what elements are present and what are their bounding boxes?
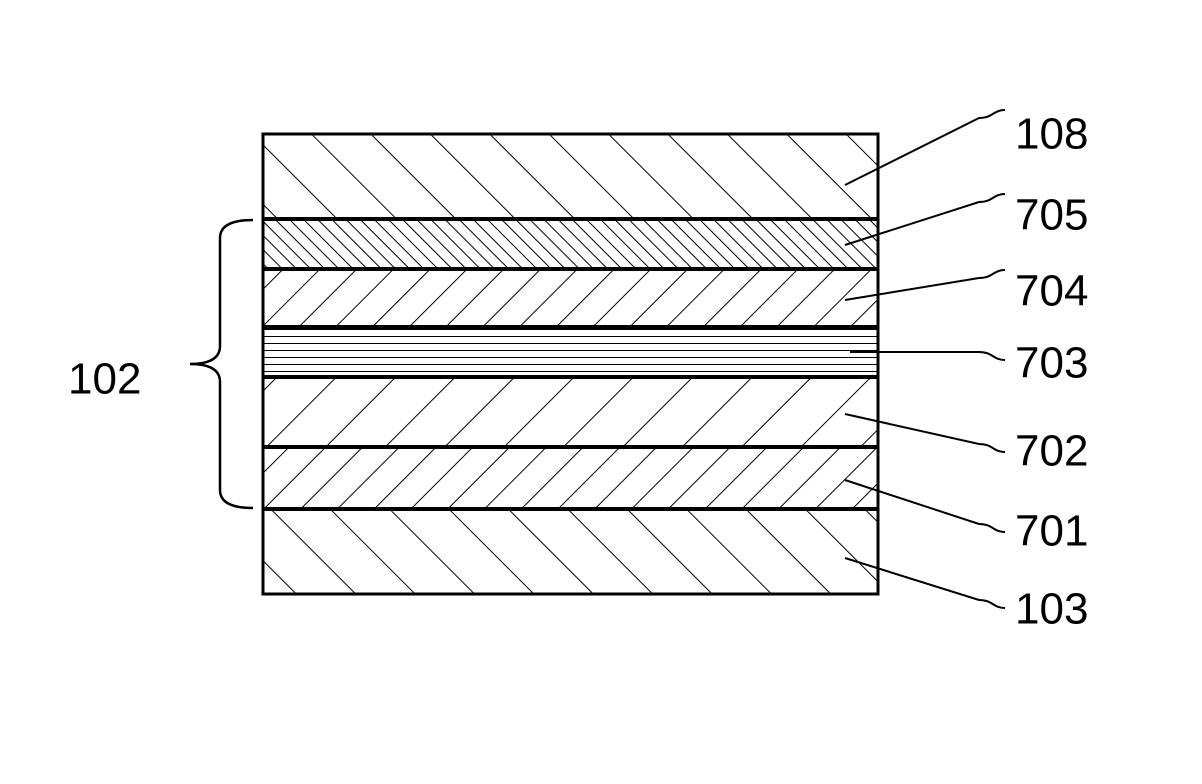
layer-703 [263,328,878,376]
layer-702 [263,378,878,446]
label-701: 701 [1015,507,1088,556]
layer-108 [263,134,878,218]
label-705: 705 [1015,191,1088,240]
label-102: 102 [68,355,141,404]
layer-701 [263,448,878,508]
group-brace [190,220,253,508]
layer-705 [263,220,878,268]
label-108: 108 [1015,110,1088,159]
label-702: 702 [1015,427,1088,476]
label-703: 703 [1015,339,1088,388]
label-704: 704 [1015,267,1088,316]
label-103: 103 [1015,585,1088,634]
layer-704 [263,270,878,326]
layer-stack-figure: 108 705 704 703 702 701 103 102 [0,0,1202,784]
layer-103 [263,510,878,594]
